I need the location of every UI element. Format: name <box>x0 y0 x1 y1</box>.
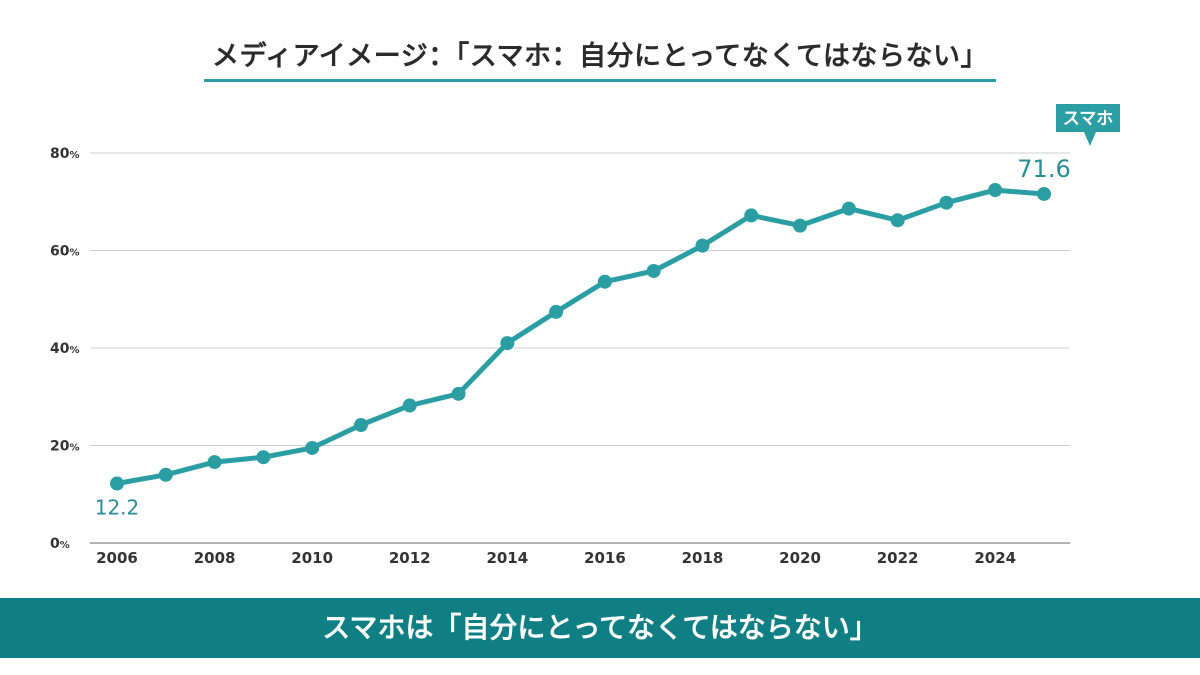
data-point-2006 <box>110 476 124 491</box>
data-point-2022 <box>890 213 905 228</box>
data-point-2025 <box>1037 186 1051 201</box>
data-point-2008 <box>207 455 222 470</box>
data-point-2011 <box>353 418 368 433</box>
series-callout-label: スマホ <box>1063 109 1114 129</box>
x-tick-label-2016: 2016 <box>584 549 626 567</box>
data-point-2015 <box>549 304 564 319</box>
data-point-2020 <box>793 218 808 233</box>
data-point-2013 <box>451 386 466 401</box>
data-point-2024 <box>988 183 1003 198</box>
y-tick-label-40: 40% <box>50 341 80 357</box>
data-point-2012 <box>402 398 417 413</box>
title-wrapper: メディアイメージ：「スマホ：自分にとってなくてはならない」 <box>0 34 1200 82</box>
data-point-2023 <box>939 195 954 210</box>
x-tick-label-2012: 2012 <box>389 549 431 567</box>
last-value-label: 71.6 <box>1017 155 1070 183</box>
x-tick-label-2008: 2008 <box>194 549 236 567</box>
y-tick-label-60: 60% <box>50 244 80 260</box>
line-chart: 0%20%40%60%80% 2006 2008 2010 2012 2014 2016 2… <box>50 103 1120 567</box>
data-point-2009 <box>256 450 271 465</box>
footer-banner: スマホは「自分にとってなくてはならない」 <box>0 598 1200 658</box>
series-line-smartphone <box>114 187 1047 486</box>
x-tick-label-2018: 2018 <box>682 549 724 567</box>
data-point-2017 <box>646 263 661 278</box>
data-point-2014 <box>500 336 515 351</box>
y-tick-label-0: 0% <box>50 536 70 552</box>
x-tick-label-2010: 2010 <box>291 549 333 567</box>
series-callout: スマホ <box>1056 103 1120 146</box>
first-value-label: 12.2 <box>95 496 140 520</box>
data-point-2021 <box>841 201 856 216</box>
data-point-2018 <box>695 238 710 253</box>
y-tick-label-20: 20% <box>50 439 80 455</box>
data-points <box>110 183 1051 491</box>
y-tick-label-80: 80% <box>50 146 80 162</box>
x-axis-ticks: 2006 2008 2010 2012 2014 2016 2018 2020 2022 2024 <box>96 549 1016 567</box>
x-tick-label-2014: 2014 <box>486 549 528 567</box>
data-point-2016 <box>597 274 612 289</box>
data-point-2019 <box>744 208 759 223</box>
series-callout-bubble <box>1056 103 1120 146</box>
data-point-2010 <box>305 440 320 455</box>
data-point-2007 <box>158 467 173 482</box>
x-tick-label-2022: 2022 <box>877 549 919 567</box>
grid-lines <box>90 152 1070 544</box>
x-tick-label-2020: 2020 <box>779 549 821 567</box>
x-tick-label-2024: 2024 <box>974 549 1016 567</box>
page-title: メディアイメージ：「スマホ：自分にとってなくてはならない」 <box>204 34 996 82</box>
x-tick-label-2006: 2006 <box>96 549 138 567</box>
y-axis-ticks: 0% 20% 40% 60% 80% <box>50 146 80 552</box>
